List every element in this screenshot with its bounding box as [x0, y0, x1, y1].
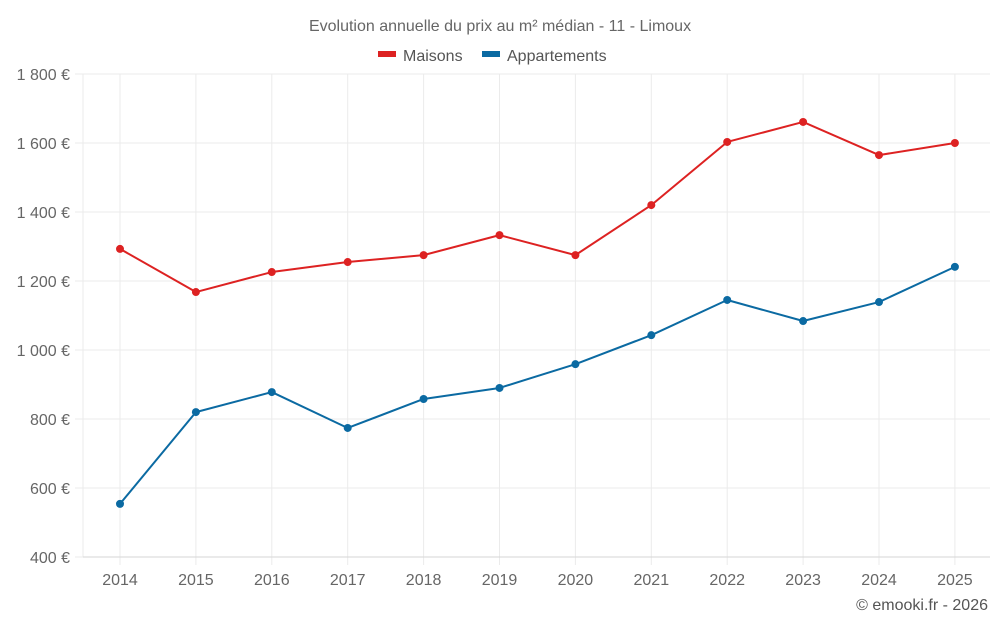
x-tick-label: 2019: [482, 572, 518, 589]
legend-label: Maisons: [403, 48, 463, 65]
data-point: [495, 231, 504, 240]
data-point: [647, 201, 656, 210]
data-point: [267, 388, 276, 397]
data-point: [647, 331, 656, 340]
data-point: [875, 298, 883, 307]
grid: [75, 73, 990, 565]
data-point: [495, 383, 504, 392]
data-point: [799, 117, 808, 126]
legend: Maisons Appartements: [378, 48, 607, 65]
x-tick-label: 2017: [330, 572, 366, 589]
data-point: [723, 295, 732, 304]
y-tick-label: 1 200 €: [17, 274, 70, 291]
legend-item-maisons: Maisons: [378, 48, 463, 65]
data-point: [191, 288, 200, 297]
data-point: [343, 258, 352, 267]
x-tick-label: 2015: [178, 572, 214, 589]
series-appartements: [116, 262, 959, 508]
data-point: [571, 251, 580, 260]
data-point: [343, 423, 352, 432]
data-point: [799, 317, 808, 326]
y-tick-label: 800 €: [30, 412, 70, 429]
y-tick-label: 1 800 €: [17, 67, 70, 84]
data-point: [723, 137, 732, 146]
x-tick-label: 2025: [937, 572, 973, 589]
y-tick-label: 1 600 €: [17, 136, 70, 153]
legend-swatch: [378, 51, 396, 57]
data-point: [419, 394, 428, 403]
legend-label: Appartements: [507, 48, 607, 65]
x-tick-label: 2024: [861, 572, 897, 589]
series-line: [119, 120, 956, 294]
series: [116, 117, 959, 508]
data-point: [116, 499, 124, 508]
y-tick-label: 600 €: [30, 481, 70, 498]
data-point: [116, 244, 124, 253]
x-tick-label: 2020: [558, 572, 594, 589]
chart-title: Evolution annuelle du prix au m² médian …: [309, 18, 691, 35]
y-tick-label: 400 €: [30, 550, 70, 567]
data-point: [571, 360, 580, 369]
axes: 400 € 600 € 800 € 1 000 € 1 200 € 1 400 € 1 60…: [17, 67, 990, 589]
x-tick-label: 2023: [785, 572, 821, 589]
data-point: [875, 151, 883, 160]
x-tick-label: 2021: [634, 572, 670, 589]
x-tick-label: 2022: [709, 572, 745, 589]
data-point: [950, 262, 959, 271]
x-tick-label: 2018: [406, 572, 442, 589]
data-point: [267, 268, 276, 277]
credit-text: © emooki.fr - 2026: [856, 597, 988, 614]
data-point: [419, 251, 428, 260]
legend-swatch: [482, 51, 500, 57]
series-line: [119, 265, 956, 505]
data-point: [191, 408, 200, 417]
y-tick-label: 1 000 €: [17, 343, 70, 360]
x-tick-label: 2016: [254, 572, 290, 589]
y-tick-label: 1 400 €: [17, 205, 70, 222]
legend-item-appartements: Appartements: [482, 48, 607, 65]
series-maisons: [116, 117, 959, 297]
x-tick-label: 2014: [102, 572, 138, 589]
data-point: [950, 139, 959, 147]
